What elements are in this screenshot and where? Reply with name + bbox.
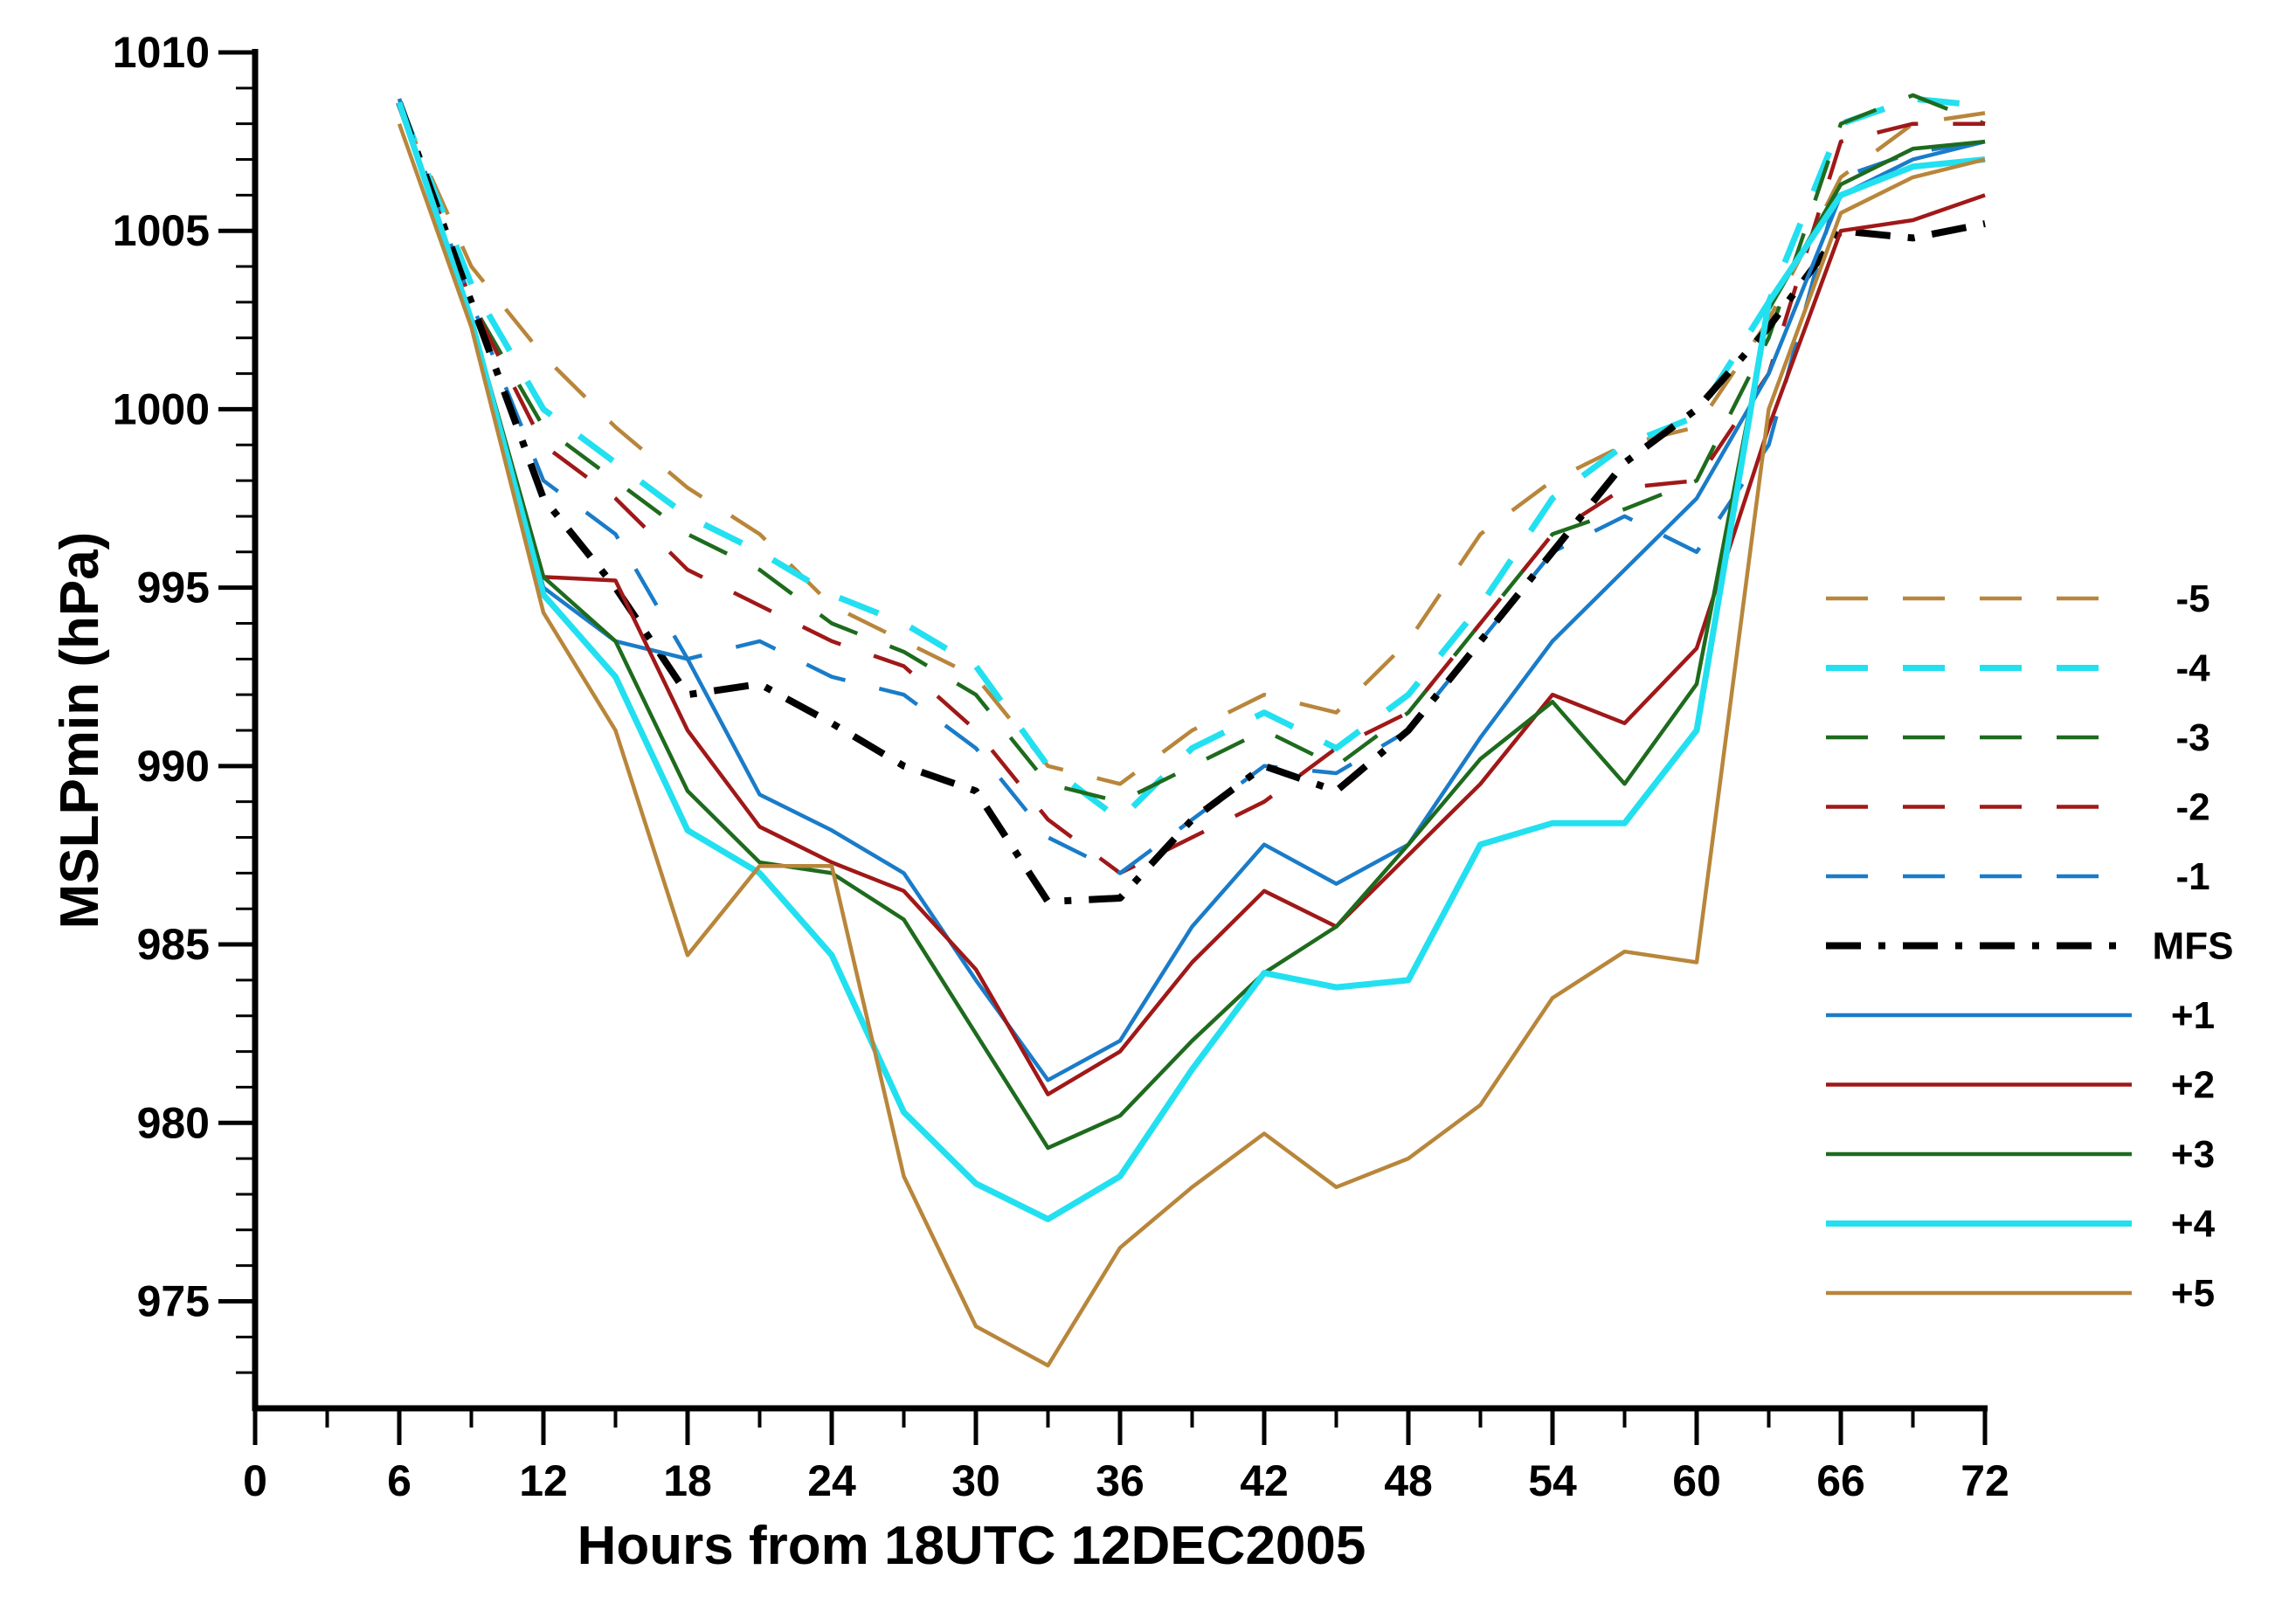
y-tick-label: 1000 [113, 384, 210, 433]
series-line-minus5 [397, 105, 1986, 786]
x-axis-title: Hours from 18UTC 12DEC2005 [577, 1516, 1366, 1576]
series-line-plus3 [397, 101, 1986, 1151]
y-tick-label: 1010 [113, 28, 210, 77]
x-tick-label: 30 [951, 1456, 1000, 1505]
legend-label: -4 [2175, 647, 2210, 690]
y-tick-label: 1005 [113, 206, 210, 255]
x-tick-label: 42 [1240, 1456, 1289, 1505]
x-tick-label: 66 [1816, 1456, 1865, 1505]
legend-label: +5 [2171, 1272, 2215, 1315]
y-tick-label: 995 [137, 564, 210, 612]
series-line-plus4 [396, 101, 1986, 1222]
x-tick-label: 36 [1096, 1456, 1145, 1505]
legend-label: -5 [2175, 577, 2210, 620]
legend-label: +4 [2171, 1203, 2216, 1246]
y-tick-label: 990 [137, 742, 210, 791]
legend-label: -2 [2175, 786, 2210, 829]
y-tick-label: 975 [137, 1276, 210, 1325]
x-tick-label: 54 [1528, 1456, 1577, 1505]
series-line-minus2 [397, 101, 1985, 875]
series-line-minus4 [396, 95, 1986, 823]
series-layer [396, 93, 1986, 1368]
x-tick-label: 24 [807, 1456, 856, 1505]
x-tick-label: 18 [663, 1456, 712, 1505]
legend-label: +1 [2171, 994, 2215, 1037]
y-axis-title: MSLPmin (hPa) [50, 532, 110, 930]
legend-label: +2 [2171, 1064, 2215, 1107]
x-tick-label: 12 [519, 1456, 568, 1505]
x-tick-label: 72 [1961, 1456, 2009, 1505]
y-axis-ticks: 975 980 985 990 995 1000 1005 1010 [113, 28, 255, 1374]
series-line-minus1 [397, 98, 1986, 875]
legend-label: +3 [2171, 1133, 2215, 1176]
legend: -5 -4 -3 -2 -1 MFS +1 +2 +3 +4 +5 [1826, 577, 2233, 1315]
x-axis-ticks: 0 6 12 18 24 30 36 42 48 54 60 66 72 [243, 1408, 2009, 1505]
series-line-MFS [396, 100, 1986, 905]
legend-label: MFS [2153, 925, 2234, 968]
series-line-plus5 [397, 122, 1986, 1368]
x-tick-label: 48 [1384, 1456, 1433, 1505]
x-tick-label: 60 [1672, 1456, 1721, 1505]
series-line-plus2 [397, 105, 1986, 1096]
x-tick-label: 6 [387, 1456, 411, 1505]
y-tick-label: 985 [137, 920, 210, 969]
y-tick-label: 980 [137, 1098, 210, 1147]
series-line-plus1 [397, 98, 1986, 1082]
legend-label: -3 [2175, 716, 2210, 759]
x-tick-label: 0 [243, 1456, 267, 1505]
legend-label: -1 [2175, 855, 2210, 898]
